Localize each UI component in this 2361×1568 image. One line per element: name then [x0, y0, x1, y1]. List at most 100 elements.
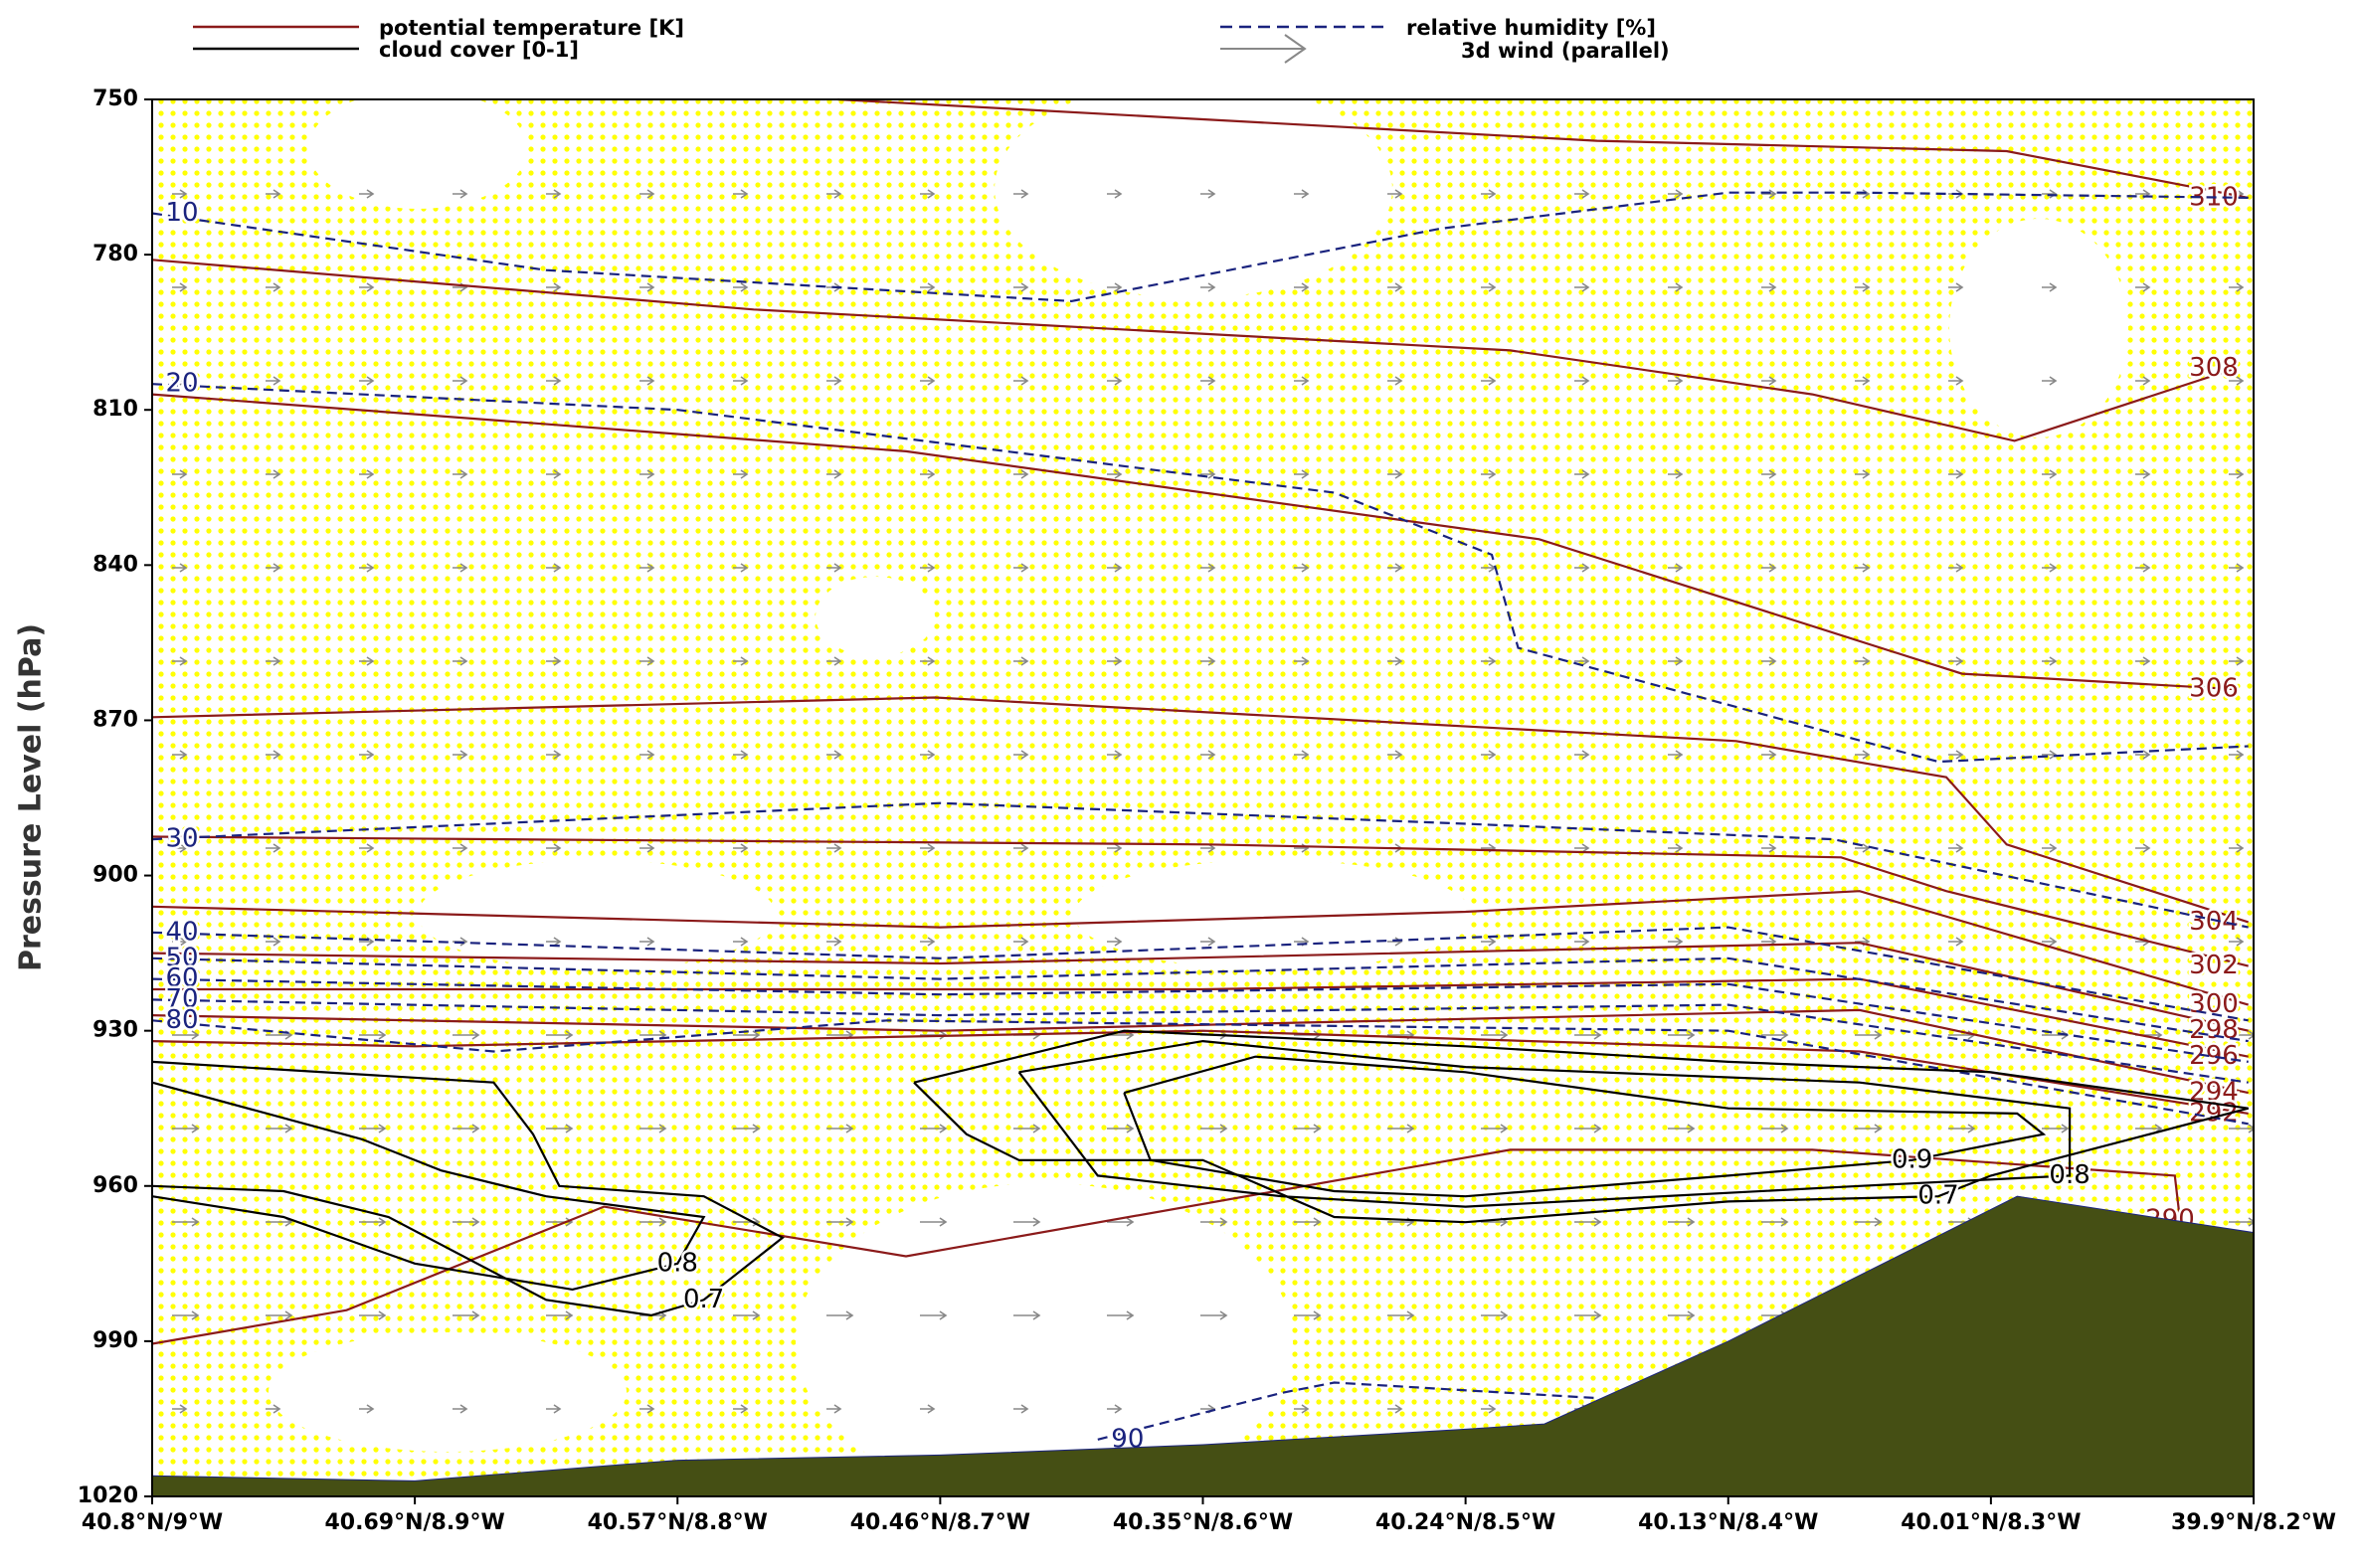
wind-arrow	[266, 750, 281, 760]
wind-arrow	[1948, 937, 1964, 947]
contour-line	[151, 259, 2236, 442]
contour-line	[151, 1019, 2249, 1126]
contour-label: 80	[165, 1005, 198, 1035]
wind-arrow	[1855, 1030, 1883, 1040]
wind-arrow	[1855, 656, 1871, 666]
wind-arrow	[1668, 376, 1684, 386]
wind-arrow	[1668, 843, 1684, 853]
wind-arrow	[1200, 1124, 1228, 1133]
wind-arrow	[1574, 563, 1590, 573]
contour-label: 0.8	[2049, 1160, 2089, 1190]
wind-arrow	[2229, 843, 2245, 853]
wind-arrow	[1200, 1310, 1228, 1320]
wind-arrow	[1013, 282, 1029, 292]
wind-arrow	[733, 1030, 761, 1040]
wind-arrow	[1574, 282, 1590, 292]
wind-arrow	[359, 843, 375, 853]
wind-arrow	[359, 937, 375, 947]
wind-arrow	[266, 376, 281, 386]
legend-label: relative humidity [%]	[1406, 16, 1656, 40]
wind-arrow	[826, 843, 842, 853]
x-tick-label: 40.57°N/8.8°W	[588, 1510, 768, 1535]
wind-arrow	[359, 469, 375, 479]
wind-arrow	[546, 376, 562, 386]
wind-arrow	[1481, 469, 1497, 479]
wind-arrow	[639, 750, 655, 760]
wind-arrow	[1294, 376, 1310, 386]
contour-label: 304	[2189, 907, 2239, 937]
wind-arrow	[2135, 469, 2151, 479]
wind-arrow	[1200, 376, 1216, 386]
wind-arrow	[2229, 750, 2245, 760]
wind-arrow	[2229, 563, 2245, 573]
contour-line	[151, 926, 2249, 1022]
wind-arrow	[359, 282, 375, 292]
wind-arrow	[172, 376, 188, 386]
wind-arrow	[1200, 750, 1216, 760]
wind-arrow	[1574, 1217, 1602, 1227]
wind-arrow	[639, 656, 655, 666]
wind-arrow	[1387, 937, 1403, 947]
contour-line	[1123, 1055, 2047, 1198]
legend-swatch	[1220, 34, 1307, 64]
wind-arrow	[1200, 282, 1216, 292]
wind-arrow	[1481, 376, 1497, 386]
contour-label: 298	[2189, 1015, 2239, 1045]
wind-arrow	[1855, 843, 1871, 853]
wind-arrow	[920, 843, 936, 853]
wind-arrow	[546, 656, 562, 666]
contour-line	[913, 1029, 2249, 1224]
wind-arrow	[546, 469, 562, 479]
wind-arrow	[1387, 1404, 1403, 1414]
wind-arrow	[826, 1404, 842, 1414]
wind-arrow	[1668, 937, 1684, 947]
wind-arrow	[1574, 1310, 1602, 1320]
wind-arrow	[453, 1217, 480, 1227]
wind-arrow	[1668, 189, 1684, 199]
contour-line	[1017, 1039, 2072, 1208]
contour-line	[837, 97, 2249, 199]
wind-arrow	[453, 376, 468, 386]
wind-arrow	[733, 469, 749, 479]
wind-arrow	[359, 376, 375, 386]
wind-arrow	[733, 1310, 761, 1320]
wind-arrow	[546, 750, 562, 760]
wind-arrow	[2135, 563, 2151, 573]
wind-arrow	[1200, 656, 1216, 666]
wind-arrow	[1855, 282, 1871, 292]
wind-arrow	[1761, 282, 1777, 292]
wind-arrow	[1294, 656, 1310, 666]
wind-arrow	[359, 189, 375, 199]
contour-label: 308	[2189, 353, 2239, 383]
wind-arrow	[172, 189, 188, 199]
wind-arrow	[359, 1124, 387, 1133]
wind-arrow	[453, 563, 468, 573]
wind-arrow	[1855, 1217, 1883, 1227]
wind-arrow	[1668, 1124, 1696, 1133]
wind-arrow	[1668, 750, 1684, 760]
y-axis-title: Pressure Level (hPa)	[14, 623, 49, 971]
wind-arrow	[1294, 750, 1310, 760]
legend-label: potential temperature [K]	[379, 16, 684, 40]
wind-arrow	[733, 282, 749, 292]
wind-arrow	[266, 656, 281, 666]
wind-arrow	[172, 937, 188, 947]
wind-arrow	[639, 1217, 667, 1227]
wind-arrow	[1107, 1124, 1135, 1133]
wind-arrow	[1200, 937, 1216, 947]
wind-arrow	[639, 189, 655, 199]
wind-arrow	[1481, 937, 1497, 947]
wind-arrow	[920, 189, 936, 199]
wind-arrow	[1855, 1124, 1883, 1133]
contour-label: 294	[2189, 1078, 2239, 1108]
wind-arrow	[1481, 750, 1497, 760]
wind-arrow	[359, 1310, 387, 1320]
wind-arrow	[1387, 1124, 1415, 1133]
wind-arrow	[1013, 843, 1029, 853]
wind-arrow	[826, 1217, 854, 1227]
legend: potential temperature [K] relative humidi…	[193, 16, 1670, 64]
wind-arrow	[546, 282, 562, 292]
wind-arrow	[1107, 937, 1123, 947]
